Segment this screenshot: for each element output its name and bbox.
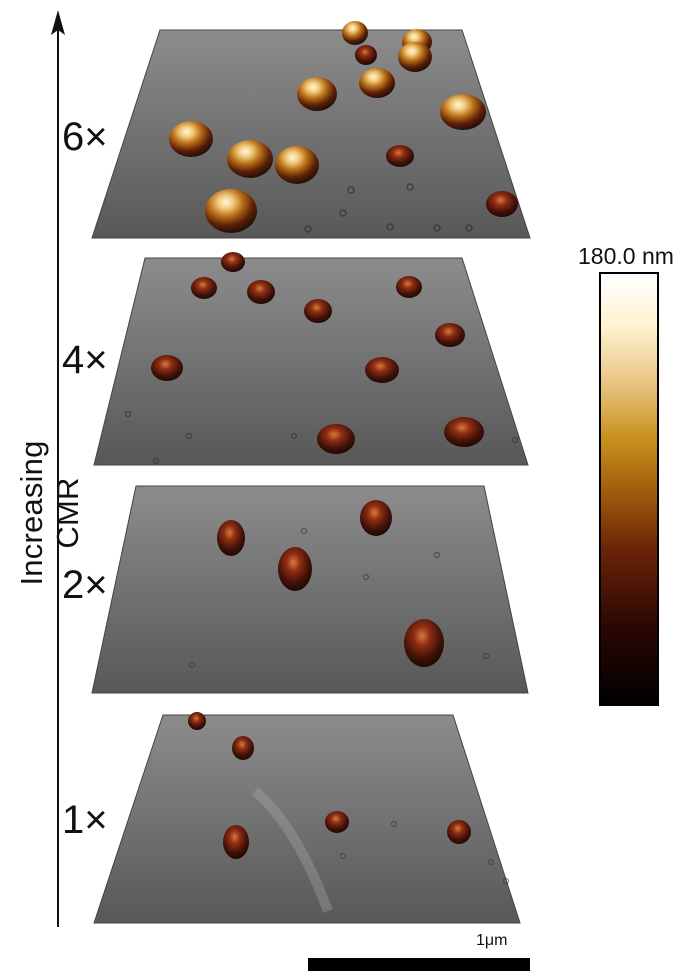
particle	[275, 146, 319, 184]
particle	[360, 500, 392, 536]
multiplier-1x: 1×	[62, 798, 108, 842]
afm-panel-2x	[91, 485, 529, 694]
particle	[365, 357, 399, 383]
particle	[435, 323, 465, 347]
afm-panel-4x	[93, 252, 529, 466]
afm-panel-6x	[91, 21, 531, 239]
particle	[404, 619, 444, 667]
particle	[217, 520, 245, 556]
colorbar-max-label: 180.0 nm	[578, 243, 674, 269]
multiplier-4x: 4×	[62, 338, 108, 382]
particle	[278, 547, 312, 591]
particle	[247, 280, 275, 304]
particle	[221, 252, 245, 272]
particle	[444, 417, 484, 447]
particle	[325, 811, 349, 833]
particle	[227, 140, 273, 178]
scalebar-label: 1μm	[476, 932, 508, 949]
particle	[342, 21, 368, 45]
particle	[304, 299, 332, 323]
particle	[297, 77, 337, 111]
multiplier-6x: 6×	[62, 115, 108, 159]
particle	[232, 736, 254, 760]
particle	[398, 42, 432, 72]
arrow-up-icon	[51, 10, 65, 927]
particle	[191, 277, 217, 299]
scalebar	[308, 958, 530, 971]
particle	[205, 189, 257, 233]
particle	[396, 276, 422, 298]
particle	[386, 145, 414, 167]
particle	[447, 820, 471, 844]
particle	[440, 94, 486, 130]
particle	[169, 121, 213, 157]
particle	[355, 45, 377, 65]
afm-panel-1x	[93, 712, 521, 924]
particle	[359, 68, 395, 98]
particle	[151, 355, 183, 381]
particle	[188, 712, 206, 730]
particle	[486, 191, 518, 217]
multiplier-2x: 2×	[62, 563, 108, 607]
height-colorbar	[599, 272, 659, 706]
particle	[223, 825, 249, 859]
particle	[317, 424, 355, 454]
